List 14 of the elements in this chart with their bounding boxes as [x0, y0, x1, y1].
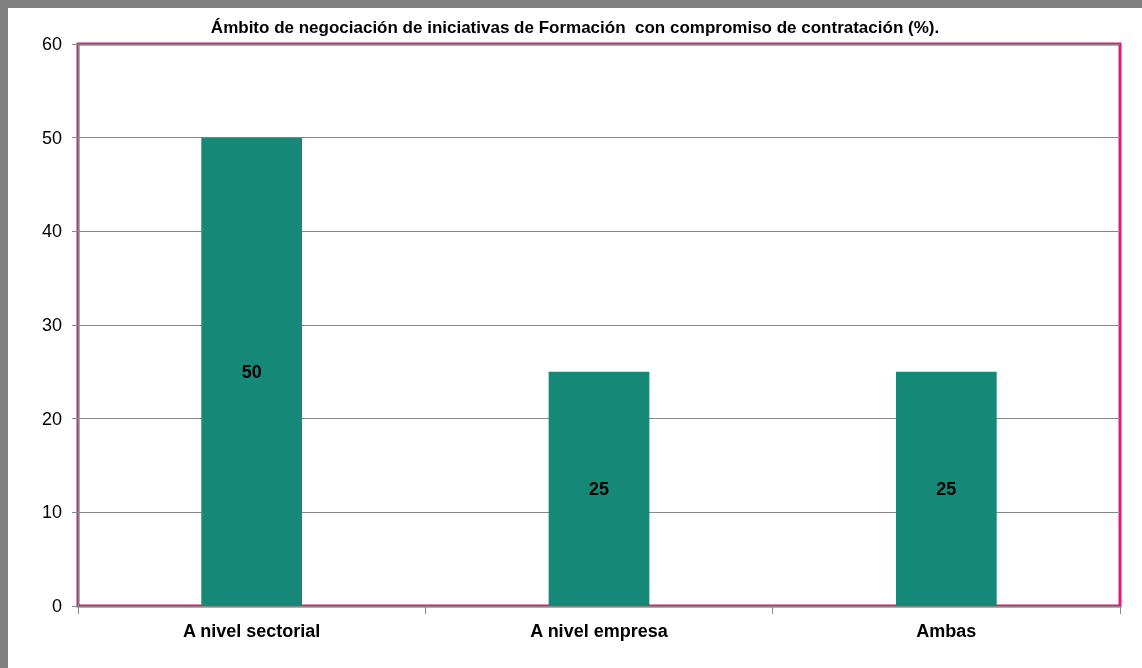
data-label: 25 [588, 478, 610, 499]
y-tick-label: 60 [41, 34, 62, 54]
data-label: 50 [241, 361, 262, 382]
chart-title: Ámbito de negociación de iniciativas de Formación con compromiso de contratación (%). [210, 18, 940, 37]
y-tick-label: 40 [41, 221, 62, 242]
y-tick-label: 0 [51, 596, 62, 616]
y-tick-label: 20 [41, 408, 62, 429]
x-tick-label: A nivel sectorial [182, 621, 321, 641]
y-tick-label: 10 [41, 502, 62, 523]
data-label: 25 [936, 478, 957, 499]
x-tick-label: A nivel empresa [530, 621, 669, 641]
x-tick-label: Ambas [916, 621, 977, 641]
y-tick-label: 50 [41, 127, 62, 148]
y-tick-label: 30 [41, 315, 62, 335]
